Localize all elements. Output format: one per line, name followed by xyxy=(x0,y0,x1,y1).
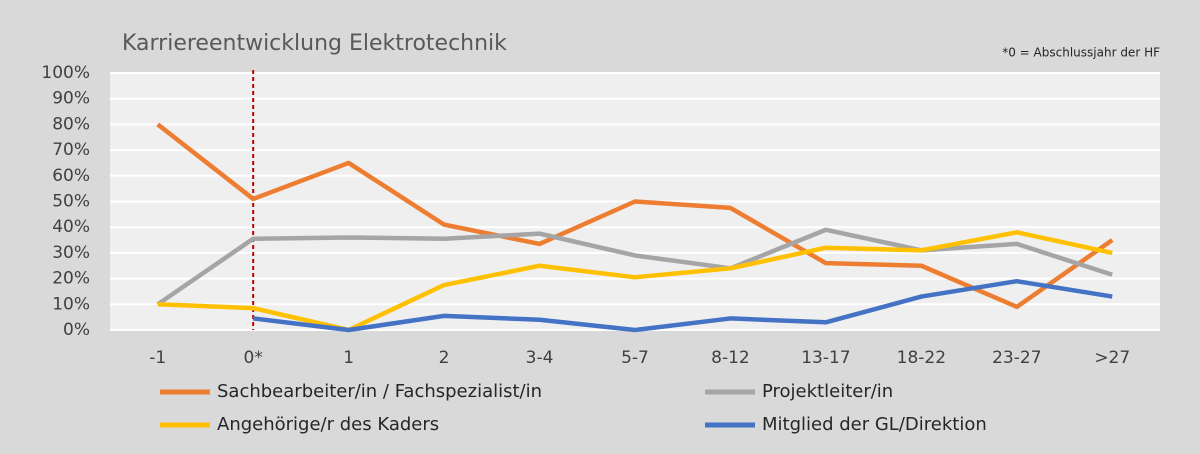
legend-label: Sachbearbeiter/in / Fachspezialist/in xyxy=(217,381,542,402)
y-tick-label: 30% xyxy=(52,243,90,263)
x-tick-label: 2 xyxy=(439,348,450,368)
y-tick-label: 50% xyxy=(52,192,90,212)
y-tick-label: 20% xyxy=(52,269,90,289)
y-tick-label: 80% xyxy=(52,114,90,134)
x-tick-label: 0* xyxy=(244,348,263,368)
series-line xyxy=(157,230,1113,333)
series-line xyxy=(156,227,1113,307)
x-tick-label: 3-4 xyxy=(526,348,554,368)
legend-label: Projektleiter/in xyxy=(762,381,893,402)
x-tick-label: 13-17 xyxy=(801,348,850,368)
x-tick-label: 5-7 xyxy=(621,348,649,368)
y-tick-label: 0% xyxy=(63,320,90,340)
y-tick-label: 40% xyxy=(52,217,90,237)
series-line xyxy=(252,278,1113,333)
y-tick-label: 90% xyxy=(52,89,90,109)
x-tick-label: 23-27 xyxy=(992,348,1041,368)
y-tick-label: 70% xyxy=(52,140,90,160)
y-tick-label: 60% xyxy=(52,166,90,186)
y-tick-label: 10% xyxy=(52,294,90,314)
annotation: *0 = Abschlussjahr der HF xyxy=(1002,46,1160,60)
legend-label: Angehörige/r des Kaders xyxy=(217,414,439,435)
x-tick-label: >27 xyxy=(1094,348,1130,368)
legend-label: Mitglied der GL/Direktion xyxy=(762,414,987,435)
chart-title: Karriereentwicklung Elektrotechnik xyxy=(122,31,507,56)
series-line xyxy=(156,122,1114,310)
x-tick-label: -1 xyxy=(149,348,166,368)
x-tick-label: 8-12 xyxy=(711,348,750,368)
x-tick-label: 1 xyxy=(343,348,354,368)
x-tick-label: 18-22 xyxy=(897,348,946,368)
y-tick-label: 100% xyxy=(41,63,90,83)
